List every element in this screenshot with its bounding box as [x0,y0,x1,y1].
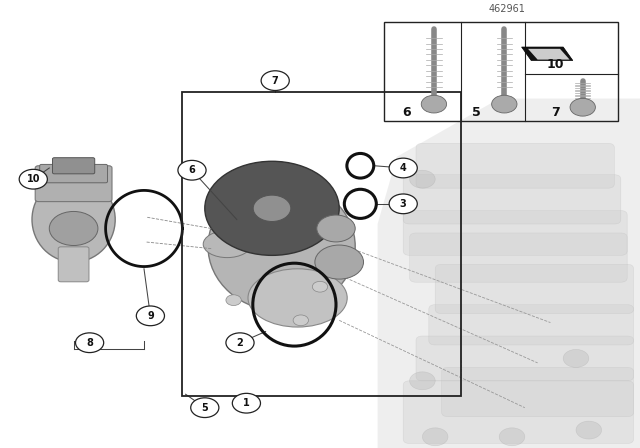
Polygon shape [378,99,640,448]
FancyBboxPatch shape [416,143,614,188]
Circle shape [317,215,355,242]
Text: 4: 4 [400,163,406,173]
Polygon shape [528,49,570,60]
FancyBboxPatch shape [403,175,621,224]
Circle shape [389,194,417,214]
FancyBboxPatch shape [52,158,95,174]
Circle shape [492,95,517,113]
FancyBboxPatch shape [435,264,634,314]
Circle shape [563,349,589,367]
Circle shape [312,281,328,292]
Circle shape [293,315,308,326]
Circle shape [178,160,206,180]
Text: 2: 2 [237,338,243,348]
Text: 5: 5 [472,105,481,119]
Ellipse shape [32,177,115,262]
Circle shape [191,398,219,418]
FancyBboxPatch shape [429,305,634,345]
Text: 8: 8 [86,338,93,348]
Circle shape [389,158,417,178]
Text: 6: 6 [189,165,195,175]
FancyBboxPatch shape [442,367,634,417]
Text: 9: 9 [147,311,154,321]
Circle shape [49,211,98,246]
Circle shape [226,333,254,353]
Circle shape [410,372,435,390]
FancyBboxPatch shape [410,233,627,282]
Ellipse shape [248,269,347,327]
Text: 10: 10 [547,58,564,72]
Text: 7: 7 [272,76,278,86]
Circle shape [261,71,289,90]
FancyBboxPatch shape [40,164,108,183]
FancyBboxPatch shape [58,247,89,282]
Circle shape [576,421,602,439]
Text: 10: 10 [26,174,40,184]
FancyBboxPatch shape [403,381,634,444]
Text: 6: 6 [402,105,411,119]
Circle shape [226,295,241,306]
Circle shape [570,99,595,116]
FancyBboxPatch shape [403,211,627,255]
Text: 3: 3 [400,199,406,209]
Circle shape [422,428,448,446]
Circle shape [253,195,291,221]
Circle shape [136,306,164,326]
Circle shape [232,393,260,413]
Circle shape [205,161,339,255]
Circle shape [315,245,364,279]
Polygon shape [522,47,573,60]
Text: 7: 7 [551,105,559,119]
Circle shape [499,428,525,446]
Ellipse shape [208,181,355,311]
Circle shape [410,170,435,188]
Circle shape [421,95,447,113]
Text: 1: 1 [243,398,250,408]
FancyBboxPatch shape [416,336,634,381]
FancyBboxPatch shape [35,166,112,202]
Circle shape [19,169,47,189]
Text: 5: 5 [202,403,208,413]
Text: 462961: 462961 [489,4,525,14]
Circle shape [76,333,104,353]
Ellipse shape [204,231,251,258]
